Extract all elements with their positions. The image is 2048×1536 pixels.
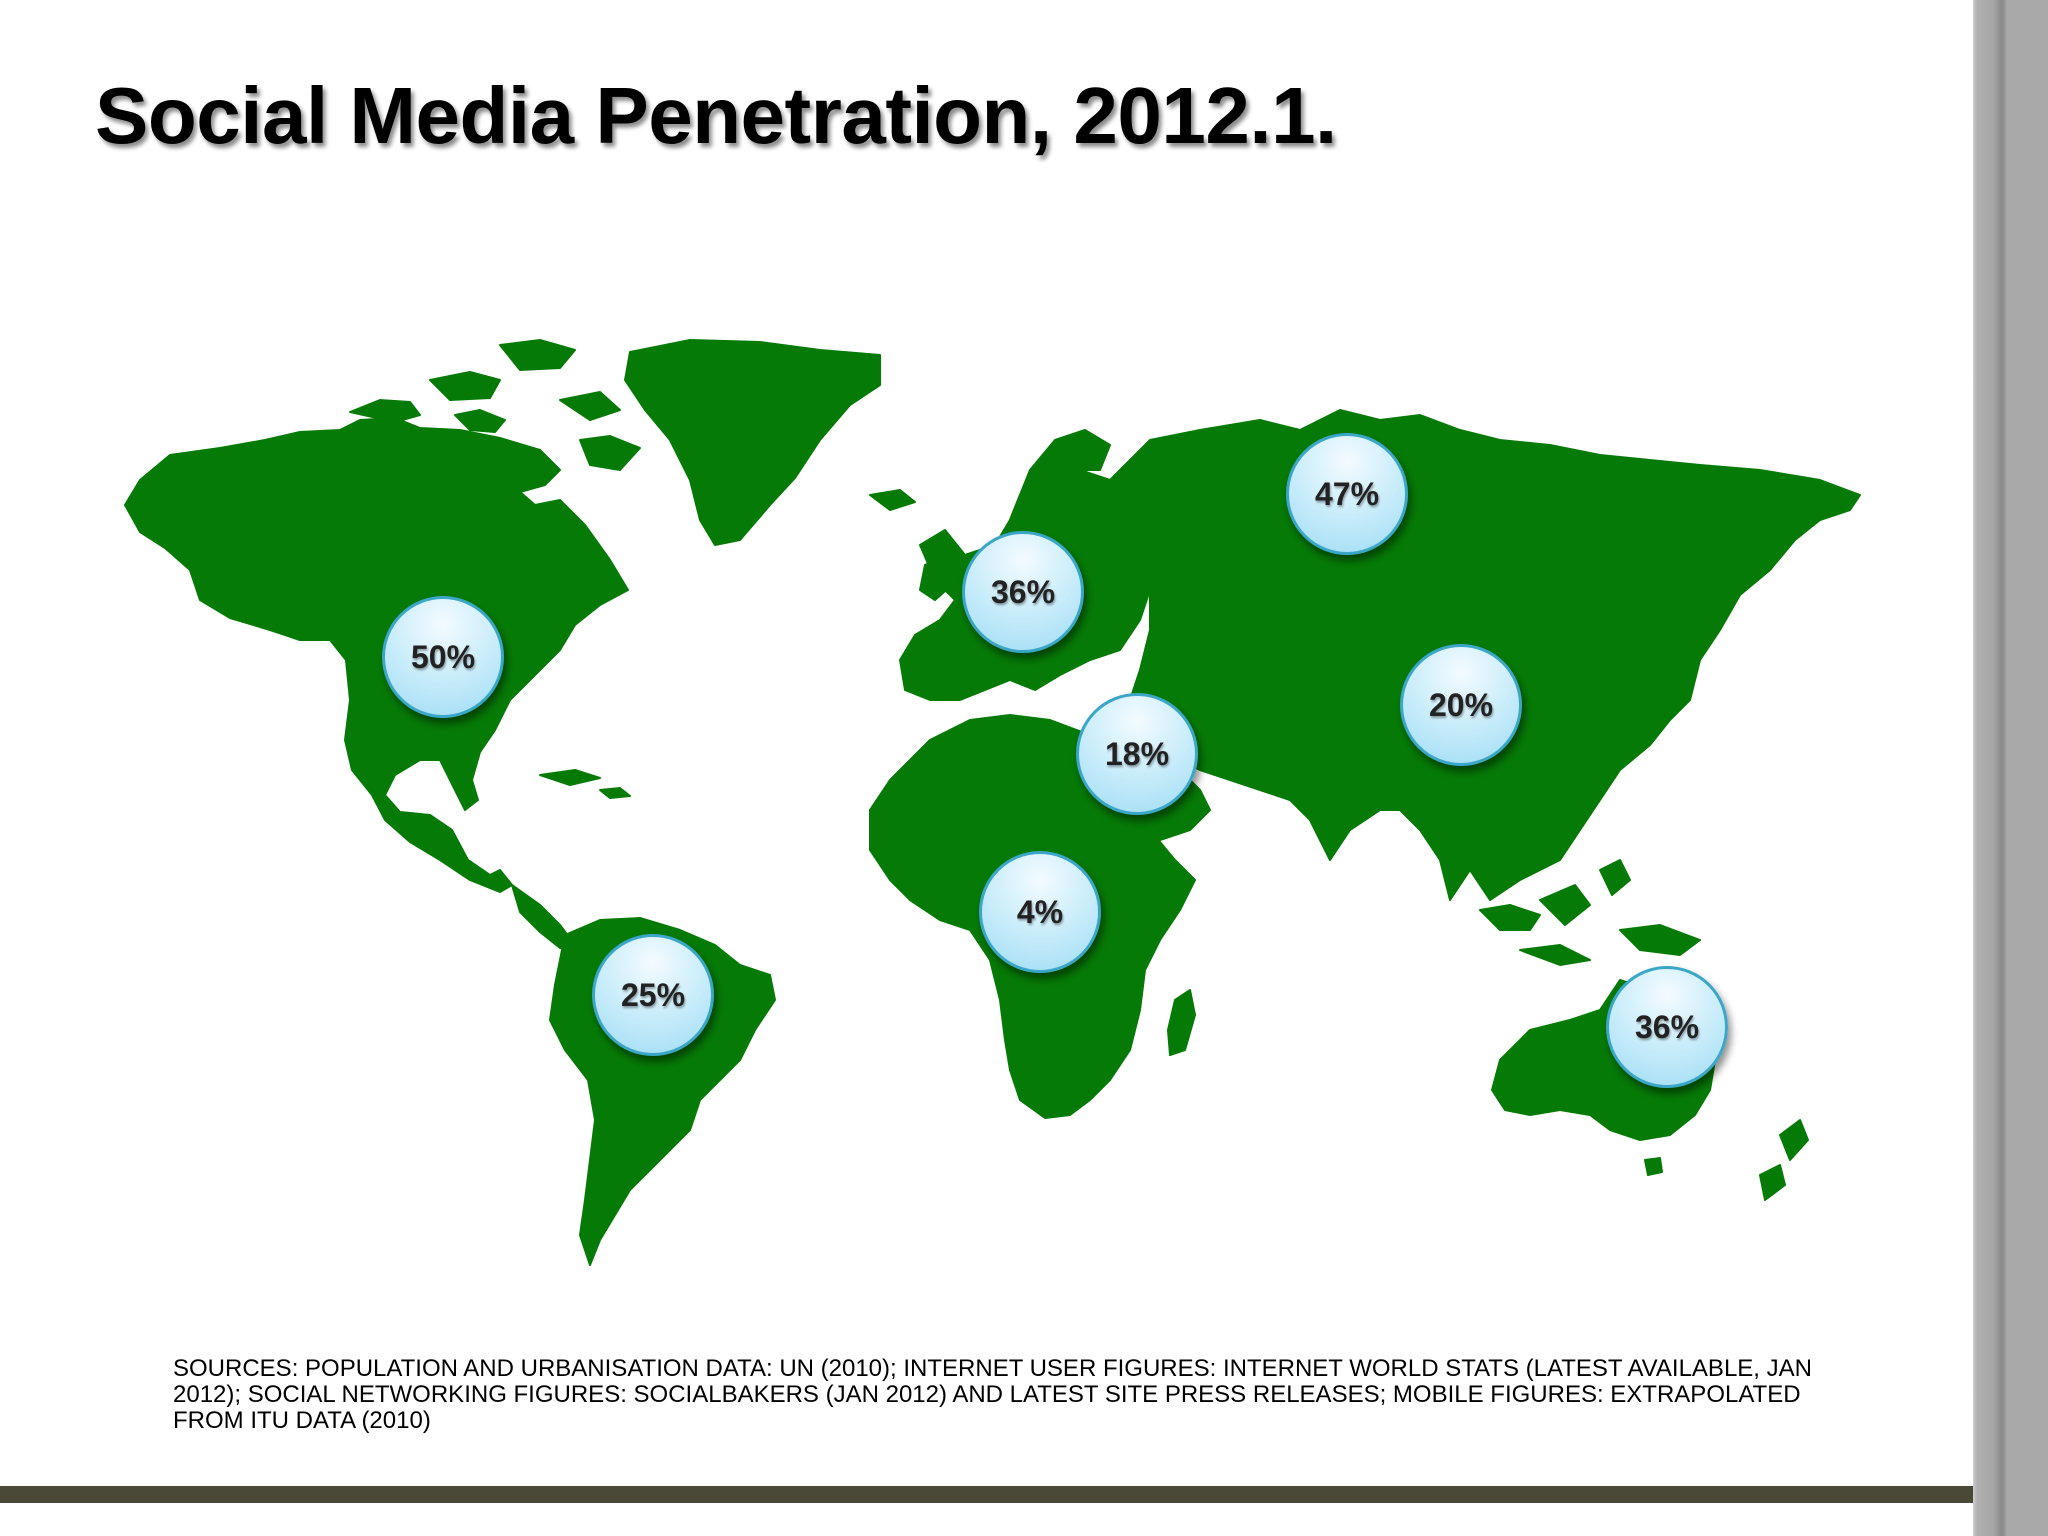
land-north-america — [124, 417, 629, 893]
land-greenland — [624, 339, 881, 546]
bottom-rule — [0, 1486, 1973, 1503]
bubble-middle-east: 18% — [1076, 693, 1198, 815]
bubble-oceania: 36% — [1606, 966, 1728, 1088]
bubble-europe: 36% — [962, 531, 1084, 653]
slide: Social Media Penetration, 2012.1. — [0, 71, 1973, 1503]
sources-note: SOURCES: POPULATION AND URBANISATION DAT… — [173, 1355, 1812, 1434]
bubble-south-america: 25% — [592, 934, 714, 1056]
bubble-russia: 47% — [1286, 433, 1408, 555]
bubble-east-asia: 20% — [1400, 644, 1522, 766]
bubble-africa: 4% — [979, 851, 1101, 973]
slide-title: Social Media Penetration, 2012.1. — [95, 71, 1337, 160]
bubble-north-america: 50% — [382, 596, 504, 718]
window-edge — [1973, 0, 2048, 1536]
